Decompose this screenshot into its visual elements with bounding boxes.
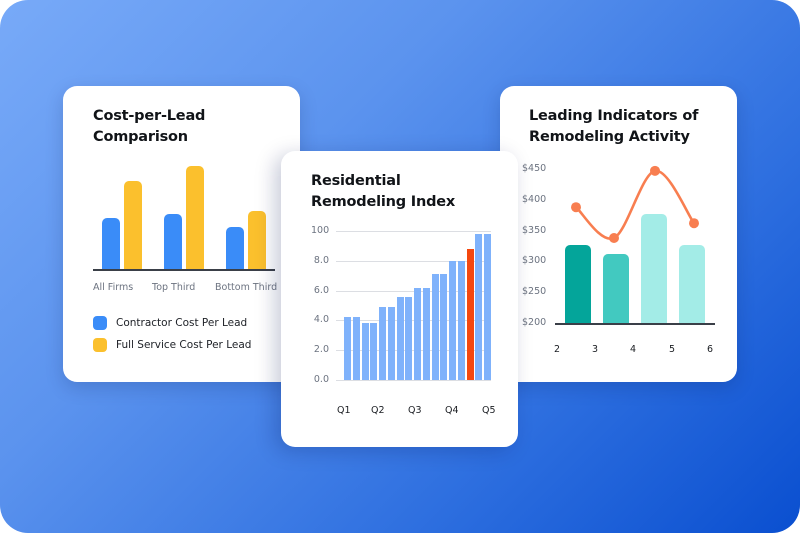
y-tick-label: 4.0: [313, 314, 329, 326]
card-title: Leading Indicators of Remodeling Activit…: [529, 106, 698, 148]
gridline: [336, 260, 491, 262]
remodeling-index-card: Residential Remodeling Index 0.0 2.0 4.0 6.…: [281, 151, 518, 447]
x-tick-label: 3: [592, 344, 599, 355]
x-label-bottom-third: Bottom Third: [215, 282, 278, 293]
legend-contractor: Contractor Cost Per Lead: [93, 316, 247, 330]
y-tick-label: 8.0: [313, 254, 329, 266]
gridline: [336, 380, 491, 381]
gridline: [336, 290, 491, 292]
title-line-1: Residential: [311, 173, 401, 189]
bar: [361, 323, 369, 380]
bar: [565, 244, 591, 323]
bar: [679, 244, 705, 323]
bar: [387, 306, 395, 380]
y-tick-label: $200: [522, 317, 547, 328]
x-tick-label: Q5: [482, 405, 496, 416]
y-tick-label: $300: [522, 255, 547, 267]
bar: [164, 214, 182, 269]
x-tick-label: Q4: [445, 405, 459, 416]
legend-swatch-yellow: [93, 338, 107, 352]
bar: [248, 211, 266, 269]
gridline: [336, 350, 491, 352]
y-tick-label: 0.0: [313, 374, 329, 385]
x-tick-label: Q3: [408, 405, 422, 416]
bar: [641, 213, 667, 323]
y-tick-label: 100: [311, 225, 330, 236]
highlighted-bar: [466, 248, 474, 380]
y-tick-label: 2.0: [313, 344, 329, 356]
legend-label: Full Service Cost Per Lead: [116, 339, 252, 351]
title-line-2: Remodeling Activity: [529, 129, 690, 145]
bar: [226, 227, 244, 269]
line-point: [689, 218, 699, 229]
bar: [457, 260, 465, 380]
cost-per-lead-card: Cost-per-Lead Comparison All Firms Top T…: [63, 86, 300, 382]
x-label-top-third: Top Third: [152, 282, 196, 293]
bar: [344, 317, 352, 380]
line-point: [609, 232, 619, 243]
bar: [431, 274, 439, 380]
leading-indicators-card: Leading Indicators of Remodeling Activit…: [500, 86, 737, 382]
bar: [449, 260, 457, 380]
bar: [186, 166, 204, 269]
x-axis-line: [555, 323, 715, 325]
bar: [102, 218, 120, 269]
x-label-all-firms: All Firms: [93, 282, 134, 293]
trend-line: [575, 169, 696, 240]
y-tick-label: $400: [522, 193, 547, 205]
bar: [440, 274, 448, 380]
line-series: [571, 165, 699, 243]
bar: [370, 323, 378, 380]
line-point: [650, 165, 660, 176]
legend-swatch-blue: [93, 316, 107, 330]
bar: [405, 296, 413, 380]
gridline: [336, 320, 491, 322]
line-point: [571, 202, 581, 213]
y-tick-label: $350: [522, 224, 547, 236]
bar: [414, 287, 422, 380]
x-tick-label: 2: [554, 344, 561, 355]
bar: [603, 254, 629, 323]
y-tick-label: $250: [522, 286, 547, 298]
title-line-2: Remodeling Index: [311, 194, 456, 210]
bar: [396, 296, 404, 380]
gridline: [336, 231, 491, 232]
x-axis-line: [93, 269, 275, 271]
x-tick-label: 6: [707, 344, 714, 355]
bar: [352, 317, 360, 380]
x-tick-label: Q2: [371, 405, 385, 416]
bar: [475, 233, 483, 380]
bar: [422, 287, 430, 380]
x-tick-label: Q1: [337, 405, 351, 416]
x-tick-label: 5: [669, 344, 676, 355]
y-tick-label: $450: [522, 163, 547, 174]
y-tick-label: 6.0: [313, 284, 329, 296]
bar: [124, 181, 142, 269]
legend-full-service: Full Service Cost Per Lead: [93, 338, 251, 352]
title-line-1: Leading Indicators of: [529, 108, 699, 124]
title-line-2: Comparison: [93, 129, 188, 145]
bar: [379, 306, 387, 380]
x-tick-label: 4: [630, 344, 637, 355]
bar: [484, 233, 492, 380]
title-line-1: Cost-per-Lead: [93, 108, 206, 124]
card-title: Cost-per-Lead Comparison: [93, 106, 205, 148]
card-title: Residential Remodeling Index: [311, 171, 455, 213]
legend-label: Contractor Cost Per Lead: [116, 317, 248, 329]
